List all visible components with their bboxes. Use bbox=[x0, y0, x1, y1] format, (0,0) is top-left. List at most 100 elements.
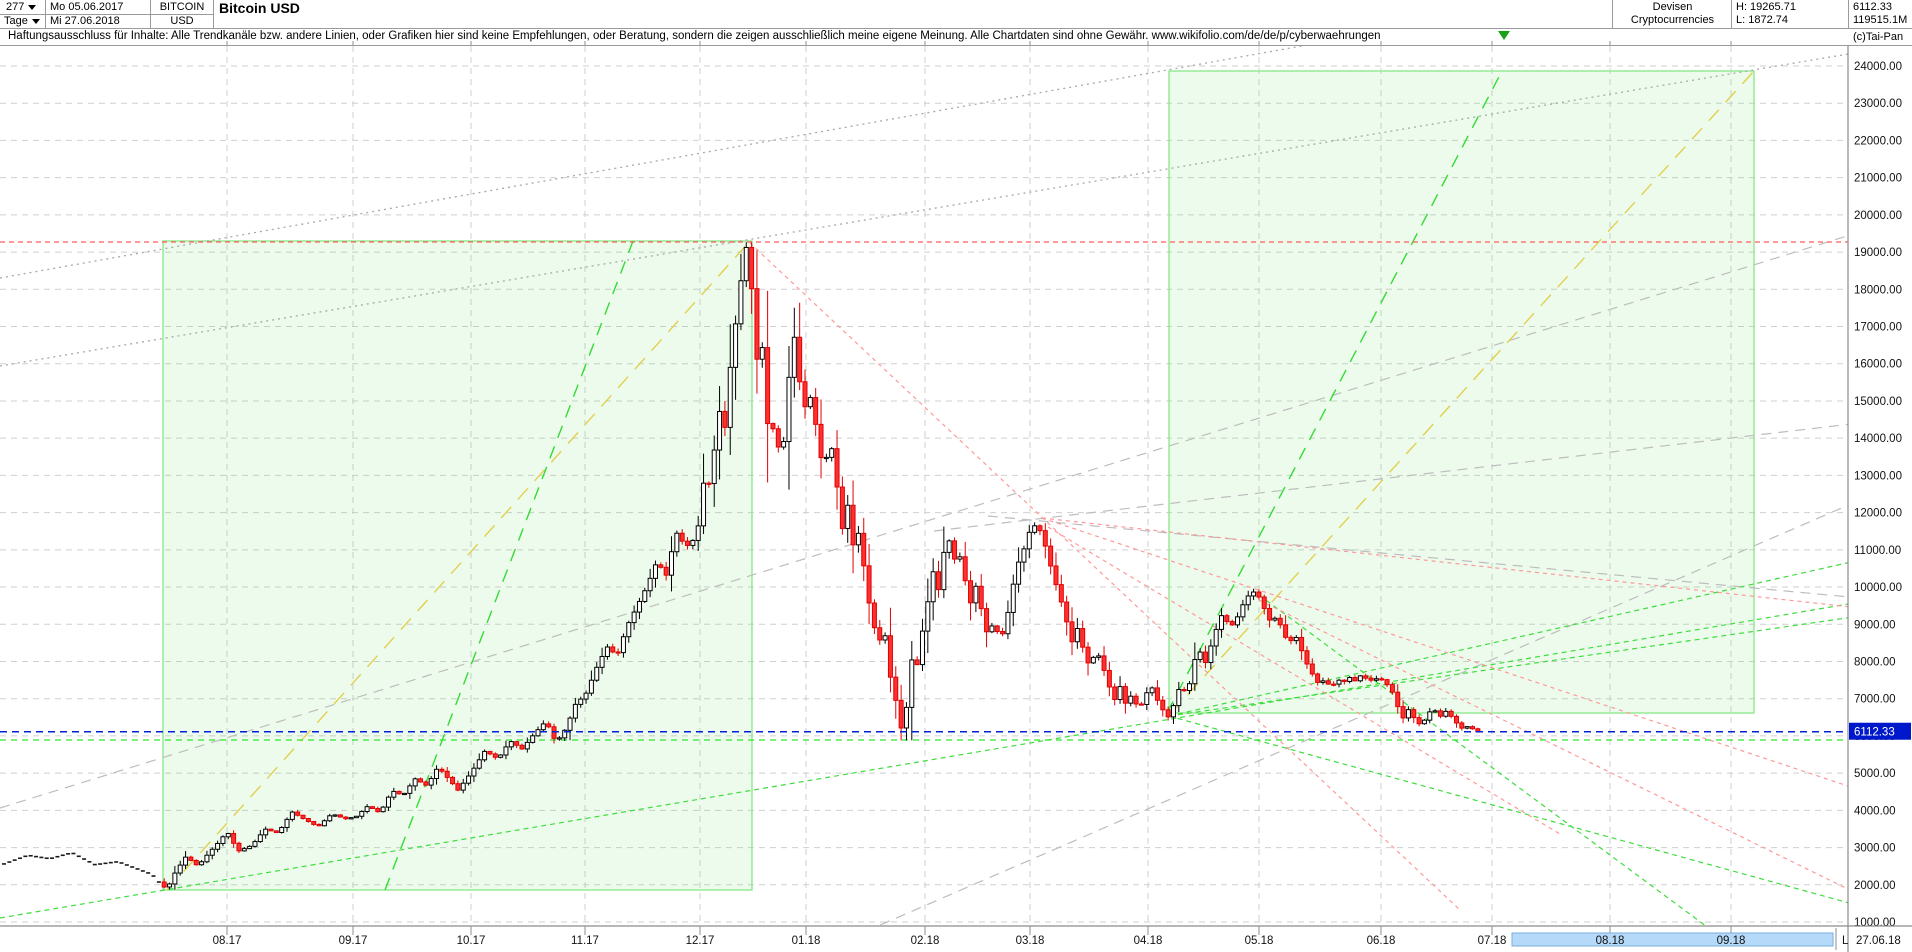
red-fan-main bbox=[749, 242, 1461, 911]
candle-body bbox=[167, 883, 173, 888]
candle-body bbox=[647, 577, 653, 592]
x-axis-label: 06.18 bbox=[1367, 935, 1396, 947]
candle-body bbox=[482, 750, 488, 761]
candle-body bbox=[439, 768, 445, 772]
candle-body bbox=[1288, 636, 1294, 642]
candle-body bbox=[524, 741, 530, 750]
candle-body bbox=[193, 859, 199, 866]
candle-body bbox=[423, 781, 429, 786]
symbol-currency: USD bbox=[170, 15, 194, 27]
candle-body bbox=[775, 428, 781, 448]
candle-body bbox=[177, 864, 183, 874]
candle-body bbox=[1470, 726, 1475, 730]
candle-body bbox=[188, 856, 194, 861]
candle-body bbox=[786, 376, 792, 443]
candle-body bbox=[733, 323, 739, 368]
y-axis-label: 16000.00 bbox=[1854, 359, 1902, 371]
candle-body bbox=[834, 448, 840, 488]
candle-body bbox=[1432, 710, 1438, 713]
y-axis-label: 22000.00 bbox=[1854, 135, 1902, 147]
candle-body bbox=[978, 585, 984, 610]
candle-body bbox=[1154, 687, 1160, 701]
candle-body bbox=[759, 347, 765, 360]
candle-body bbox=[1106, 669, 1112, 688]
candle-body bbox=[519, 744, 525, 750]
candle-body bbox=[914, 659, 920, 666]
y-axis-label: 17000.00 bbox=[1854, 322, 1902, 334]
y-axis-label: 1000.00 bbox=[1854, 917, 1896, 929]
candle-body bbox=[717, 410, 723, 451]
candle-body bbox=[925, 601, 931, 632]
candle-body bbox=[1245, 595, 1251, 606]
candle-body bbox=[1219, 615, 1225, 630]
candle-body bbox=[1000, 630, 1006, 635]
header-sep-6 bbox=[1848, 0, 1849, 28]
candle-body bbox=[1026, 531, 1032, 550]
candle-body bbox=[706, 482, 712, 485]
y-axis-label: 11000.00 bbox=[1854, 545, 1901, 557]
candle-body bbox=[444, 770, 450, 778]
candle-body bbox=[1277, 617, 1283, 626]
candle-body bbox=[1085, 646, 1091, 664]
candle-body bbox=[1373, 678, 1379, 681]
market-category: Devisen Cryptocurrencies bbox=[1616, 1, 1729, 27]
candle-body bbox=[781, 441, 787, 448]
period-dropdown[interactable]: Tage bbox=[4, 14, 40, 28]
candle-body bbox=[359, 810, 365, 817]
candle-body bbox=[919, 630, 925, 666]
candle-body bbox=[252, 841, 258, 847]
candle-body bbox=[396, 790, 402, 795]
last-price-box bbox=[1849, 722, 1911, 740]
bar-count-dropdown[interactable]: 277 bbox=[6, 0, 37, 14]
gray-dash-support bbox=[0, 235, 1848, 809]
candle-body bbox=[802, 381, 808, 408]
candle-body bbox=[1309, 663, 1315, 675]
candle-body bbox=[1379, 678, 1385, 681]
candle-body bbox=[1235, 616, 1241, 626]
candle-body bbox=[1181, 689, 1187, 692]
candle-body bbox=[610, 646, 616, 653]
candle-body bbox=[540, 723, 546, 731]
y-axis-label: 15000.00 bbox=[1854, 396, 1902, 408]
x-axis-label: 08.18 bbox=[1596, 935, 1625, 947]
candle-body bbox=[161, 881, 167, 888]
y-axis-label: 21000.00 bbox=[1854, 173, 1902, 185]
gray-dash-mar-down bbox=[987, 515, 1848, 598]
candle-body bbox=[813, 397, 819, 425]
red-mar-shallow bbox=[1041, 517, 1848, 608]
candle-body bbox=[289, 811, 295, 820]
candle-body bbox=[1203, 651, 1208, 664]
date-from: Mo 05.06.2017 bbox=[50, 1, 124, 13]
x-axis-label: 01.18 bbox=[792, 935, 821, 947]
trend-boxes bbox=[162, 70, 1755, 891]
x-axis-label: 10.17 bbox=[457, 935, 486, 947]
candles bbox=[2, 242, 1481, 890]
candle-body bbox=[626, 622, 632, 638]
high-value: H: 19265.71 bbox=[1736, 1, 1796, 13]
candle-body bbox=[215, 842, 221, 850]
candle-body bbox=[1395, 691, 1401, 708]
candle-body bbox=[941, 551, 947, 591]
candle-body bbox=[1261, 596, 1267, 609]
candle-body bbox=[893, 676, 899, 701]
candle-body bbox=[263, 828, 269, 836]
candle-body bbox=[652, 564, 658, 579]
candle-body bbox=[508, 741, 514, 748]
date-to: Mi 27.06.2018 bbox=[50, 15, 120, 27]
candle-body bbox=[434, 768, 440, 780]
market-category-line2: Cryptocurrencies bbox=[1630, 14, 1715, 26]
candle-body bbox=[1240, 604, 1246, 618]
green-down-1 bbox=[1168, 715, 1848, 904]
candle-body bbox=[562, 729, 568, 739]
candle-body bbox=[1074, 628, 1080, 643]
candle-body bbox=[268, 828, 274, 832]
x-axis-label: 03.18 bbox=[1016, 935, 1045, 947]
red-small-fan bbox=[1047, 526, 1561, 835]
candle-body bbox=[946, 540, 952, 553]
x-axis-label: 04.18 bbox=[1134, 935, 1163, 947]
candle-body bbox=[1112, 686, 1118, 701]
candle-body bbox=[492, 753, 498, 758]
future-range-highlight bbox=[1511, 932, 1834, 947]
candle-body bbox=[204, 854, 210, 863]
